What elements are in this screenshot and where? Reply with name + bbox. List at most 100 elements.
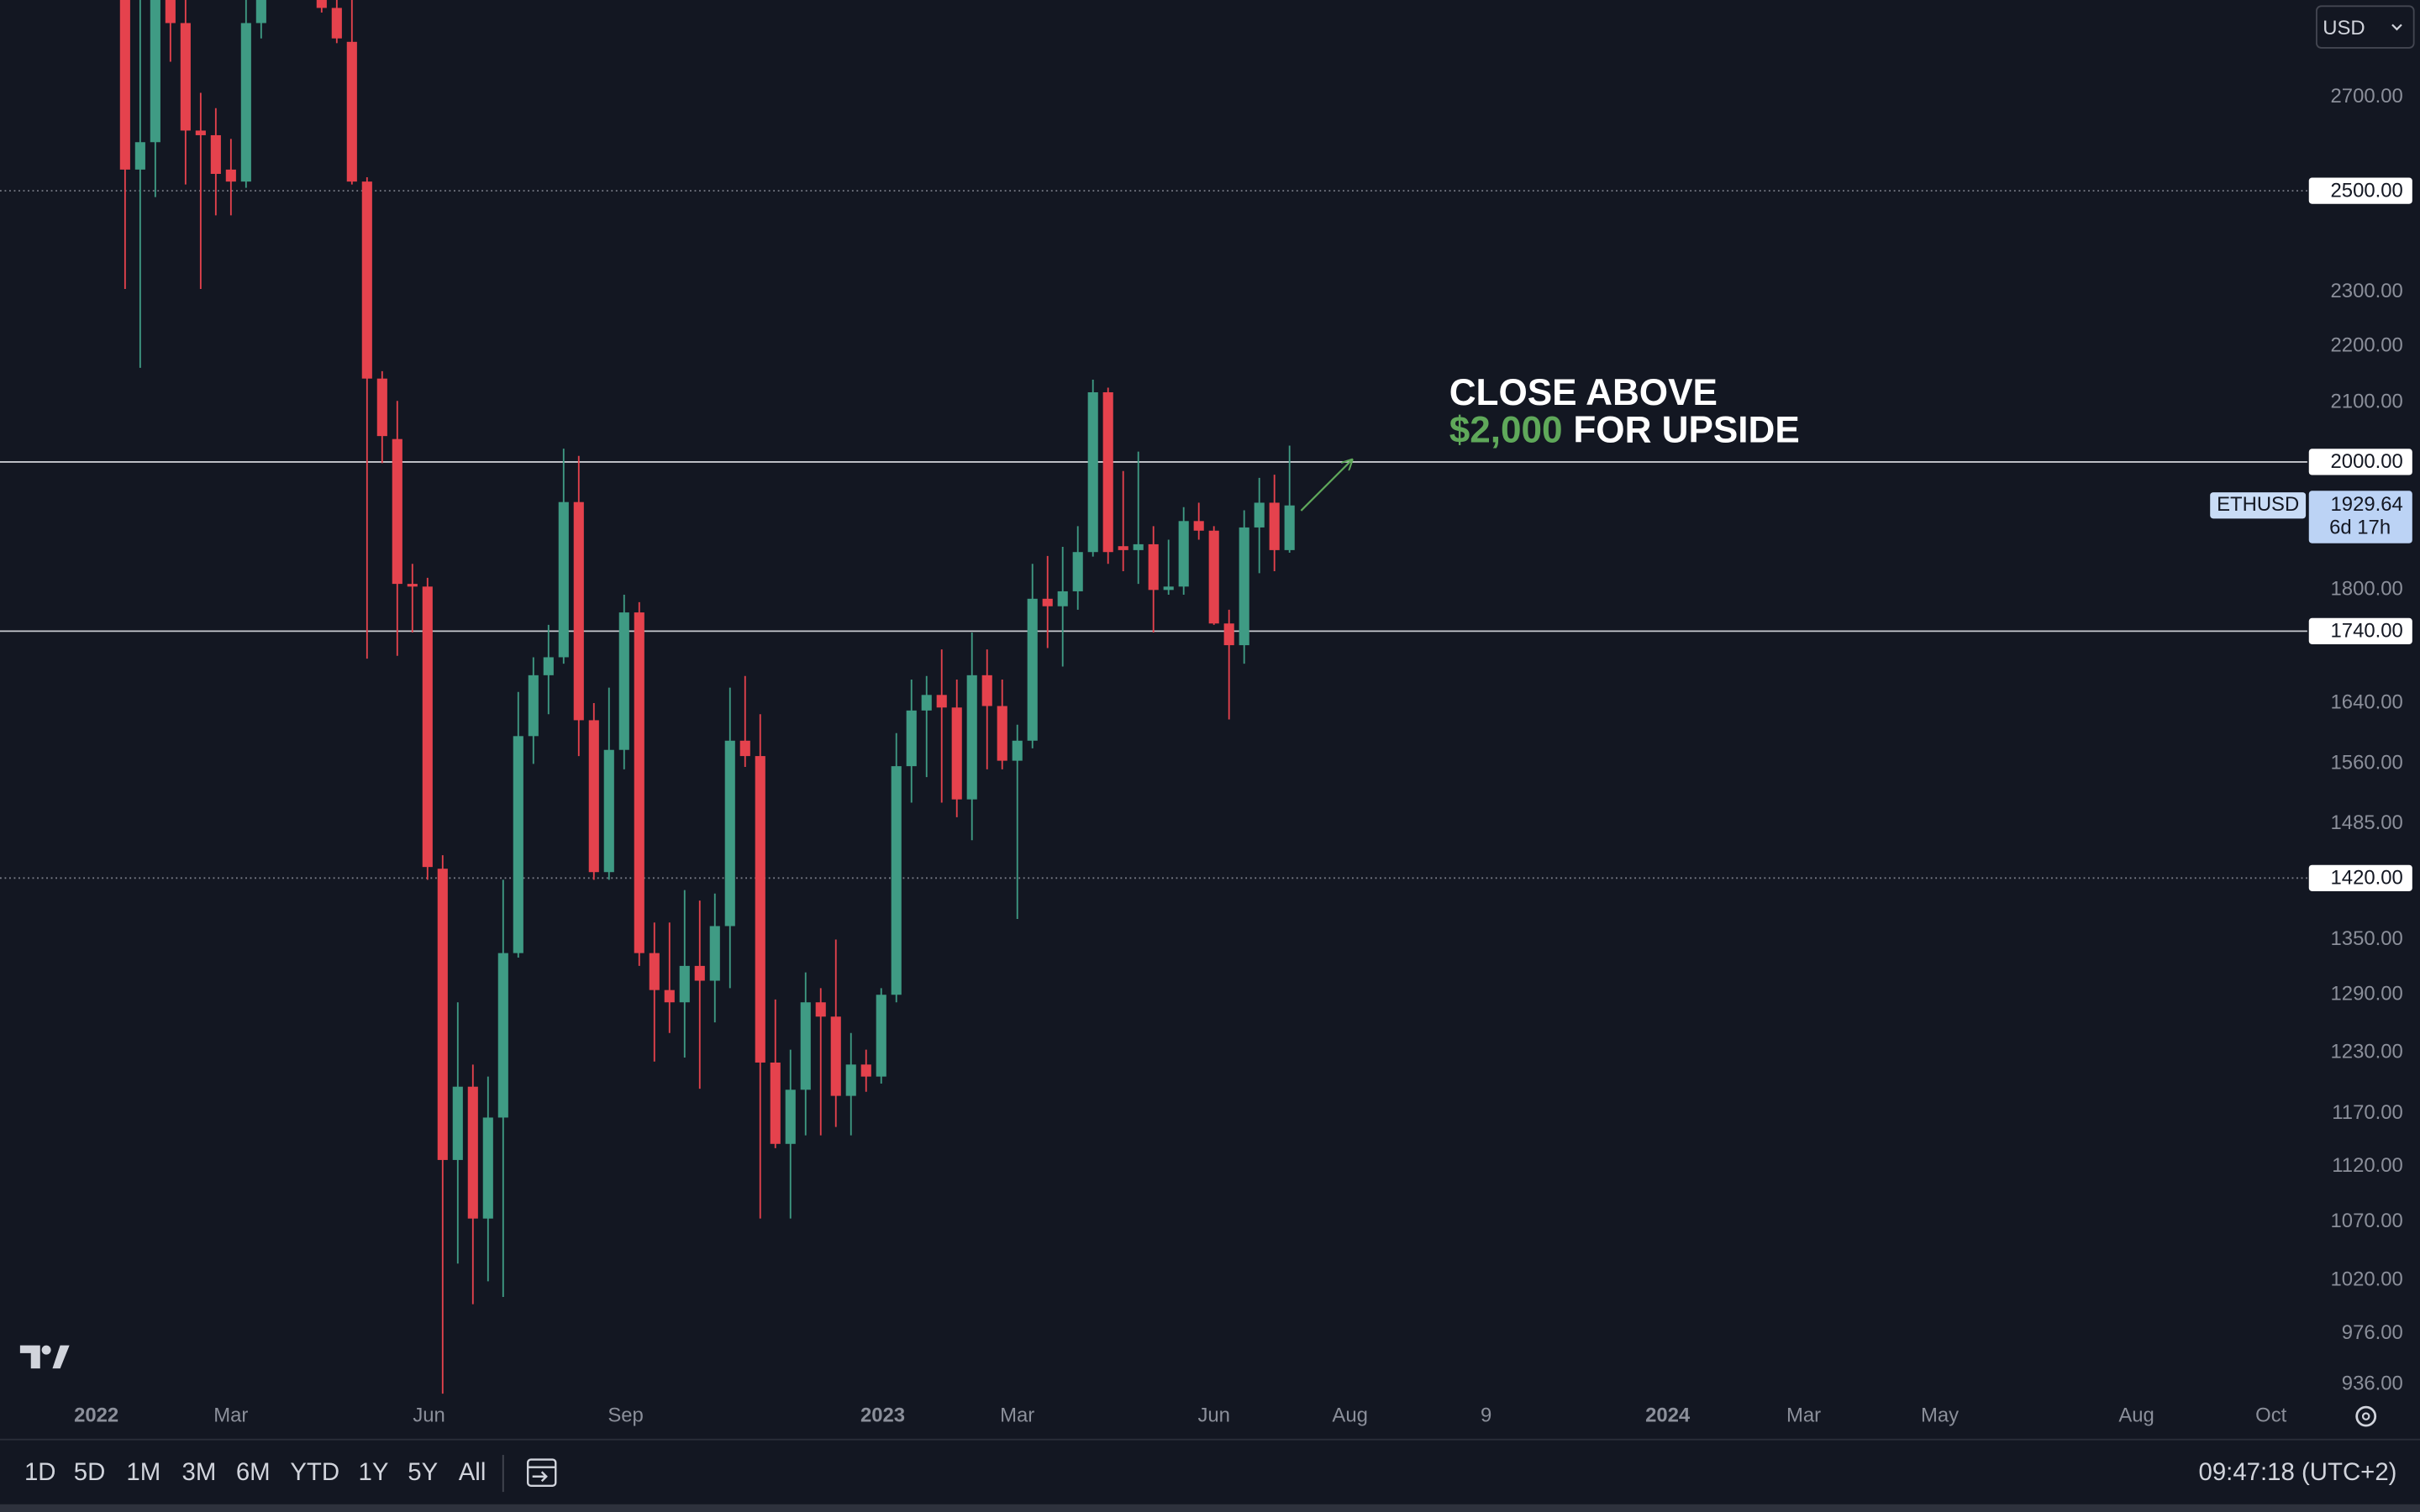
candle-body [1239, 527, 1249, 646]
annotation-line2: $2,000 FOR UPSIDE [1449, 409, 1800, 450]
candle-body [1208, 530, 1219, 624]
candle-body [845, 1064, 856, 1096]
x-tick-label: Mar [1000, 1404, 1034, 1426]
candle-body [346, 41, 357, 182]
plot-area [0, 0, 2307, 1394]
countdown-label: 6d 17h [2329, 517, 2391, 539]
level-label: 2000.00 [2331, 450, 2403, 473]
candle-body [119, 0, 130, 170]
candle-body [1012, 740, 1023, 761]
level-label: 2500.00 [2331, 179, 2403, 202]
range-button[interactable]: All [459, 1458, 487, 1486]
candle-body [1178, 521, 1189, 587]
range-button[interactable]: 1M [126, 1458, 160, 1486]
symbol-label: ETHUSD [2217, 493, 2299, 516]
range-button[interactable]: 5D [74, 1458, 106, 1486]
x-tick-label: 2024 [1645, 1404, 1691, 1426]
candle-body [1148, 543, 1159, 591]
price-axis: 2700.00 2300.00 2200.00 2100.00 1800.00 1640.… [74, 85, 2412, 1426]
y-tick-label: 1350.00 [2331, 927, 2403, 950]
level-label-box [2308, 177, 2412, 204]
x-tick-label: Oct [2255, 1404, 2286, 1426]
settings-icon[interactable] [2355, 1405, 2377, 1427]
candle-body [1027, 598, 1038, 741]
x-tick-label: Sep [608, 1404, 643, 1426]
candle-body [558, 501, 569, 658]
range-button[interactable]: 1D [24, 1458, 56, 1486]
candle-body [134, 142, 145, 170]
candle-body [830, 1016, 841, 1096]
range-button[interactable]: 6M [236, 1458, 271, 1486]
candle-body [528, 675, 539, 737]
x-tick-label: 9 [1481, 1404, 1491, 1426]
candle-body [997, 706, 1007, 761]
candle-body [1042, 598, 1053, 606]
candle-body [770, 1062, 781, 1144]
candle-body [694, 965, 705, 981]
annotation-highlight: $2,000 [1449, 409, 1563, 450]
y-tick-label: 936.00 [2342, 1373, 2403, 1395]
candle-body [876, 995, 886, 1077]
candle-body [649, 953, 660, 990]
candle-body [1254, 502, 1265, 528]
y-tick-label: 1640.00 [2331, 690, 2403, 713]
candle-body [634, 612, 644, 953]
candle-body [724, 740, 735, 927]
candle-body [180, 23, 191, 131]
candle-body [588, 720, 599, 873]
candle-body [739, 740, 750, 757]
candle-body [437, 869, 448, 1160]
candle-body [361, 181, 372, 379]
candle-body [1072, 552, 1083, 591]
level-label-box [2308, 617, 2412, 644]
candle-body [815, 1002, 826, 1017]
candle-body [1133, 543, 1144, 550]
candle-body [936, 695, 947, 708]
candle-body [573, 501, 584, 721]
candle-body [1193, 521, 1204, 531]
candle-body [1087, 391, 1098, 553]
range-button[interactable]: YTD [290, 1458, 339, 1486]
x-tick-label: Mar [213, 1404, 248, 1426]
currency-select[interactable] [2316, 5, 2415, 49]
range-button[interactable]: 3M [182, 1458, 217, 1486]
y-tick-label: 1120.00 [2332, 1154, 2402, 1177]
last-price-box [2308, 491, 2412, 543]
y-tick-label: 1560.00 [2331, 752, 2403, 774]
candle-body [1223, 623, 1234, 646]
candle-body [1269, 502, 1280, 550]
y-tick-label: 2300.00 [2331, 280, 2403, 302]
x-tick-label: 2022 [74, 1404, 118, 1426]
candle-body [255, 0, 266, 24]
candle-body [407, 584, 418, 587]
candle-body [664, 990, 675, 1003]
y-tick-label: 1020.00 [2331, 1268, 2403, 1290]
level-label: 1420.00 [2331, 867, 2403, 890]
date-range-icon[interactable] [526, 1458, 557, 1487]
candle-body [981, 675, 992, 706]
range-button[interactable]: 1Y [359, 1458, 389, 1486]
y-tick-label: 976.00 [2342, 1321, 2403, 1344]
level-label-box [2308, 864, 2412, 891]
candle-body [150, 0, 160, 143]
candle-body [679, 965, 690, 1003]
symbol-label-box [2210, 492, 2307, 519]
candle-body [951, 707, 962, 800]
y-tick-label: 1230.00 [2331, 1040, 2403, 1063]
bottom-strip [0, 1504, 2420, 1512]
level-label: 1740.00 [2331, 620, 2403, 643]
y-tick-label: 1290.00 [2331, 983, 2403, 1005]
x-tick-label: Jun [1197, 1404, 1229, 1426]
y-tick-label: 1485.00 [2331, 811, 2403, 834]
candle-body [165, 0, 176, 24]
currency-label[interactable]: USD [2323, 17, 2365, 39]
range-button[interactable]: 5Y [408, 1458, 438, 1486]
candle-body [785, 1089, 796, 1144]
y-tick-label: 2100.00 [2331, 391, 2403, 413]
candle-body [1163, 586, 1174, 591]
candle-body [603, 749, 614, 873]
y-tick-label: 2200.00 [2331, 333, 2403, 356]
